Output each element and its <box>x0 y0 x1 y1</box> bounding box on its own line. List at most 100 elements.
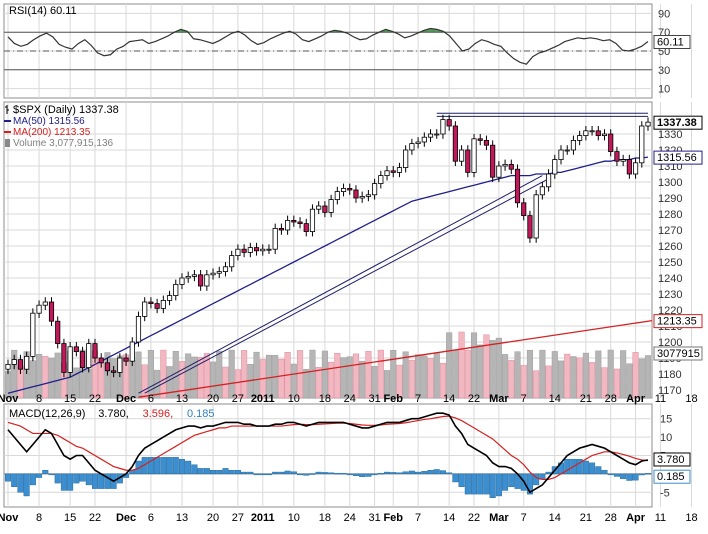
volume-bar <box>545 365 552 399</box>
candle-body <box>24 355 30 370</box>
volume-bar <box>265 354 273 399</box>
macd-histogram-bar <box>147 457 154 475</box>
candle-body <box>421 136 427 143</box>
macd-histogram-bar <box>346 473 353 476</box>
candle-body <box>11 359 17 365</box>
volume-bar <box>539 349 546 399</box>
macd-histogram-bar <box>620 473 627 479</box>
volume-bar <box>626 363 633 399</box>
volume-bar <box>42 356 49 399</box>
ma50-value-tag: 1315.56 <box>657 152 697 164</box>
macd-tick-label: 10 <box>660 432 672 444</box>
volume-bar <box>433 352 440 399</box>
candle-body <box>471 138 477 173</box>
volume-bar <box>638 358 645 399</box>
candle-body <box>216 271 222 274</box>
x-axis-label-bottom: 6 <box>148 512 154 524</box>
volume-bar <box>427 358 434 399</box>
volume-bar <box>582 352 589 399</box>
candle-body <box>328 199 334 213</box>
macd-histogram-bar <box>98 473 105 489</box>
candle-body <box>36 304 42 314</box>
x-axis-label-top: 27 <box>232 393 244 405</box>
candle-body <box>539 186 545 196</box>
volume-bar <box>290 363 297 399</box>
candle-body <box>278 227 284 231</box>
macd-histogram-bar <box>471 473 478 495</box>
hist-value-tag: 0.185 <box>657 471 685 483</box>
macd-histogram-bar <box>508 473 515 487</box>
macd-histogram-bar <box>464 473 471 495</box>
macd-histogram-bar <box>638 473 645 476</box>
macd-histogram-bar <box>11 473 18 487</box>
macd-histogram-bar <box>272 471 279 475</box>
volume-bar <box>141 364 148 399</box>
candle-body <box>297 221 303 224</box>
x-axis-label-top: 21 <box>580 393 592 405</box>
candle-body <box>390 170 396 173</box>
macd-histogram-bar <box>433 469 440 475</box>
macd-histogram-bar <box>526 473 533 495</box>
hist-value-tag-box <box>653 469 691 484</box>
candle-body <box>359 195 365 199</box>
price-tick-label: 1300 <box>658 177 682 189</box>
volume-bar <box>570 356 577 399</box>
macd-tick-label: 15 <box>660 414 672 426</box>
candle-body <box>73 346 79 352</box>
price-tick-label: 1170 <box>658 385 682 397</box>
macd-histogram-bar <box>607 473 614 476</box>
x-axis-label-bottom: Mar <box>489 512 509 524</box>
ma200-value-tag-box <box>653 314 703 329</box>
macd-histogram-bar <box>359 473 366 478</box>
candle-body <box>514 168 521 204</box>
macd-histogram-bar <box>439 470 446 475</box>
macd-histogram-bar <box>576 458 583 475</box>
rsi-tick-label: 30 <box>658 65 670 77</box>
macd-histogram-bar <box>297 473 304 476</box>
volume-bar <box>595 350 602 399</box>
price-tick-label: 1280 <box>658 209 682 221</box>
volume-bar <box>328 361 335 399</box>
candle-body <box>533 194 539 239</box>
price-tick-label: 1240 <box>658 273 682 285</box>
candle-body <box>334 191 340 201</box>
candle-body <box>396 167 403 173</box>
candle-body <box>166 295 173 301</box>
x-axis-label-bottom: 15 <box>64 512 76 524</box>
macd-histogram-bar <box>85 473 92 486</box>
volume-bar <box>377 349 384 399</box>
candle-body <box>452 125 458 162</box>
candle-body <box>620 159 626 162</box>
x-axis-label-bottom: 10 <box>288 512 300 524</box>
volume-bar <box>222 366 229 399</box>
volume-bar <box>110 358 117 399</box>
macd-signal-line <box>7 415 649 481</box>
volume-bar <box>210 361 217 399</box>
macd-histogram-bar <box>222 468 229 475</box>
macd-histogram-bar <box>377 472 384 475</box>
x-axis-label-bottom: Apr <box>626 512 646 524</box>
rsi-title: RSI(14) 60.11 <box>9 5 77 17</box>
candle-body <box>564 149 570 152</box>
candle-body <box>104 362 110 372</box>
x-axis-label-bottom: 13 <box>176 512 188 524</box>
macd-value-tag: 3.780 <box>657 454 685 466</box>
macd-histogram-bar <box>60 473 67 491</box>
volume-bar <box>178 361 186 399</box>
x-axis-label-bottom: 31 <box>368 512 380 524</box>
candle-body <box>639 125 645 164</box>
macd-histogram-bar <box>626 473 633 481</box>
macd-histogram-bar <box>321 472 328 475</box>
macd-histogram-bar <box>278 471 285 475</box>
macd-histogram-bar <box>495 473 502 497</box>
candle-body <box>42 301 48 306</box>
panel-frame-1 <box>3 101 653 399</box>
volume-bar <box>36 353 43 399</box>
candle-body <box>527 215 533 239</box>
candle-body <box>291 219 297 223</box>
candle-body <box>508 163 514 170</box>
volume-bar <box>439 362 446 399</box>
volume-bar <box>607 349 614 399</box>
legend-entry: Volume 3,077,915,136 <box>13 138 114 149</box>
